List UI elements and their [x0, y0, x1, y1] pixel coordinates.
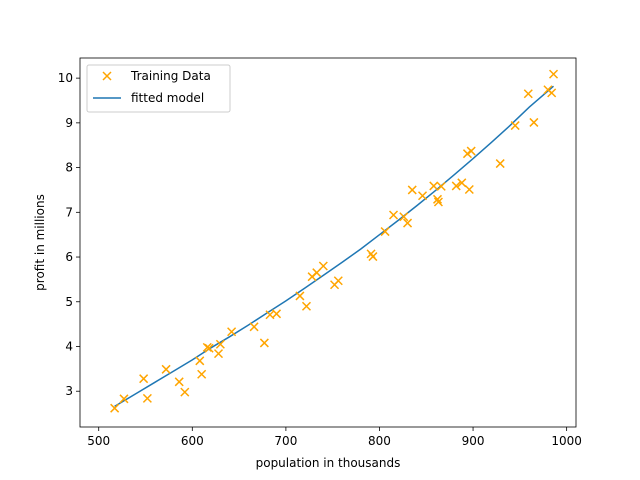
data-point: [457, 178, 467, 188]
legend-entry-training-data: Training Data: [102, 69, 211, 83]
y-tick-label: 4: [65, 339, 73, 353]
data-point: [549, 69, 559, 79]
y-tick-label: 5: [65, 295, 73, 309]
data-point: [119, 394, 129, 404]
data-point: [195, 356, 205, 366]
data-point: [301, 301, 312, 311]
data-point: [407, 185, 417, 195]
data-point: [333, 276, 343, 286]
data-point: [388, 210, 399, 220]
data-point: [495, 159, 505, 169]
data-point: [417, 191, 428, 201]
data-point: [204, 343, 214, 353]
data-point: [529, 117, 539, 127]
data-point: [215, 339, 225, 349]
y-tick-label: 6: [65, 250, 73, 264]
data-point: [547, 88, 557, 98]
data-point: [174, 377, 184, 387]
data-point: [249, 322, 259, 332]
y-axis-label: profit in millions: [33, 194, 47, 291]
legend-box: [86, 64, 231, 113]
data-point: [523, 89, 533, 99]
data-point: [433, 197, 443, 207]
plot-area: [110, 69, 559, 413]
data-point: [399, 212, 409, 222]
y-tick-label: 7: [65, 205, 73, 219]
x-tick-label: 500: [87, 434, 110, 448]
x-tick-label: 900: [462, 434, 485, 448]
x-tick-label: 800: [368, 434, 391, 448]
data-point: [403, 218, 413, 228]
x-tick-label: 700: [274, 434, 297, 448]
data-point: [180, 387, 190, 397]
y-tick-label: 3: [65, 384, 73, 398]
data-point: [139, 374, 149, 384]
data-point: [429, 181, 439, 191]
data-point: [110, 403, 120, 413]
y-tick-label: 9: [65, 116, 73, 130]
data-point: [380, 227, 390, 237]
axes-frame: [79, 57, 577, 428]
data-point: [451, 181, 461, 191]
data-point: [318, 261, 328, 271]
data-point: [466, 146, 476, 156]
legend: Training Data fitted model: [86, 64, 231, 113]
data-point: [432, 194, 443, 204]
data-point: [436, 181, 446, 191]
legend-label-fitted-model: fitted model: [131, 91, 204, 105]
data-point: [259, 338, 269, 348]
legend-entry-fitted-model: fitted model: [93, 91, 204, 105]
x-tick-label: 600: [181, 434, 204, 448]
data-point: [510, 121, 520, 131]
data-point: [368, 252, 378, 262]
y-tick-label: 8: [65, 161, 73, 175]
x-tick-label: 1000: [551, 434, 582, 448]
y-tick-label: 10: [58, 71, 73, 85]
data-point: [213, 349, 224, 359]
x-axis-label: population in thousands: [256, 456, 401, 470]
data-point: [142, 393, 152, 403]
legend-label-training-data: Training Data: [130, 69, 211, 83]
legend-marker-x: [102, 71, 112, 81]
axes: 500 600 700 800 900 1000 3 4 5 6 7 8 9 10: [58, 57, 582, 448]
fitted-model-line: [114, 85, 554, 408]
data-point: [227, 327, 237, 337]
data-point: [464, 184, 474, 195]
data-point: [271, 309, 282, 319]
data-point: [295, 291, 305, 301]
data-point: [161, 364, 171, 374]
data-point: [197, 369, 207, 379]
